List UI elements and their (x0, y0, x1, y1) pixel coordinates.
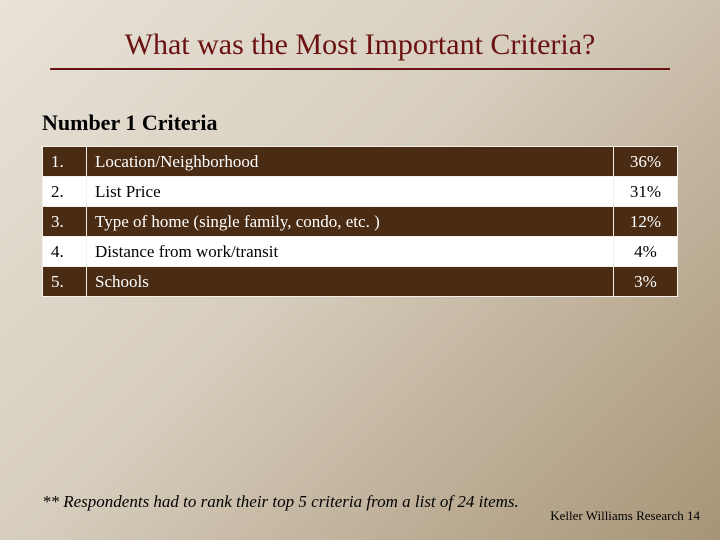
percent-cell: 4% (614, 237, 678, 267)
criteria-cell: Distance from work/transit (87, 237, 614, 267)
percent-cell: 31% (614, 177, 678, 207)
page-title: What was the Most Important Criteria? (0, 0, 720, 62)
table-row: 3. Type of home (single family, condo, e… (43, 207, 678, 237)
footnote: ** Respondents had to rank their top 5 c… (42, 492, 519, 512)
rank-cell: 5. (43, 267, 87, 297)
criteria-cell: Schools (87, 267, 614, 297)
criteria-cell: Location/Neighborhood (87, 147, 614, 177)
criteria-table: 1. Location/Neighborhood 36% 2. List Pri… (42, 146, 678, 297)
criteria-cell: List Price (87, 177, 614, 207)
percent-cell: 12% (614, 207, 678, 237)
rank-cell: 3. (43, 207, 87, 237)
table-row: 5. Schools 3% (43, 267, 678, 297)
section-subtitle: Number 1 Criteria (42, 110, 720, 136)
rank-cell: 4. (43, 237, 87, 267)
title-underline (50, 68, 670, 70)
rank-cell: 1. (43, 147, 87, 177)
table-row: 1. Location/Neighborhood 36% (43, 147, 678, 177)
table-row: 2. List Price 31% (43, 177, 678, 207)
footer: Keller Williams Research 14 (550, 508, 700, 524)
table-row: 4. Distance from work/transit 4% (43, 237, 678, 267)
rank-cell: 2. (43, 177, 87, 207)
footer-page: 14 (687, 508, 700, 523)
percent-cell: 3% (614, 267, 678, 297)
footer-source: Keller Williams Research (550, 508, 684, 523)
percent-cell: 36% (614, 147, 678, 177)
criteria-cell: Type of home (single family, condo, etc.… (87, 207, 614, 237)
